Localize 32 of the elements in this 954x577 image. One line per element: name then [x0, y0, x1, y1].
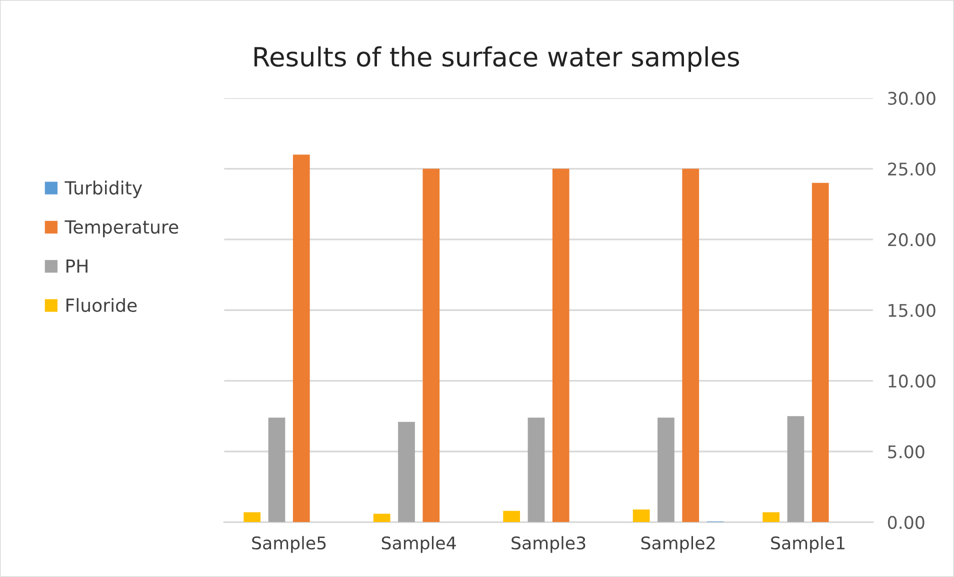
legend-label: Turbidity [64, 180, 142, 198]
bar [552, 168, 570, 522]
x-tick-label: Sample1 [771, 536, 845, 553]
bar [422, 168, 440, 522]
bar [268, 418, 286, 522]
bar [292, 154, 310, 522]
bar [682, 168, 700, 522]
legend-label: Fluoride [66, 298, 137, 312]
x-tick-label: Sample2 [641, 536, 715, 553]
bar [632, 509, 650, 522]
bar [658, 418, 674, 522]
y-tick-label: 20.00 [888, 233, 936, 246]
bar [503, 510, 520, 522]
bar [812, 182, 829, 522]
legend-label: PH [66, 260, 88, 273]
chart-title: Results of the surface water samples [254, 46, 739, 72]
y-tick-label: 5.00 [888, 445, 924, 458]
legend-label: Temperature [64, 220, 178, 238]
x-tick-label: Sample4 [382, 536, 456, 553]
x-tick-label: Sample5 [252, 536, 326, 553]
y-tick-label: 30.00 [888, 92, 936, 105]
bar [787, 416, 804, 522]
bar [762, 512, 780, 522]
x-tick-label: Sample3 [512, 536, 586, 553]
bar [244, 512, 261, 522]
y-tick-label: 15.00 [888, 304, 936, 317]
bar [398, 422, 415, 522]
y-tick-label: 25.00 [888, 162, 936, 176]
y-tick-label: 10.00 [888, 374, 936, 388]
y-tick-label: 0.00 [888, 516, 924, 530]
bar [528, 418, 545, 522]
bar [373, 514, 390, 522]
